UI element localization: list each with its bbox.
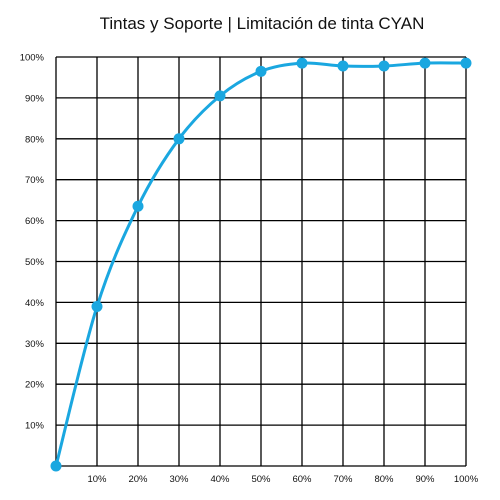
data-point bbox=[378, 60, 390, 72]
y-tick-label: 30% bbox=[25, 339, 45, 350]
x-tick-label: 80% bbox=[374, 474, 394, 485]
data-point bbox=[419, 57, 431, 69]
y-axis-ticks: 10% 20% 30% 40% 50% 60% 70% 80% 90% 100% bbox=[20, 53, 45, 432]
x-axis-ticks: 10% 20% 30% 40% 50% 60% 70% 80% 90% 100% bbox=[87, 474, 478, 485]
y-tick-label: 60% bbox=[25, 216, 45, 227]
y-tick-label: 90% bbox=[25, 93, 45, 104]
data-point bbox=[255, 65, 267, 77]
data-point bbox=[460, 57, 472, 69]
x-tick-label: 60% bbox=[292, 474, 312, 485]
data-point bbox=[50, 460, 62, 472]
x-tick-label: 30% bbox=[169, 474, 189, 485]
y-tick-label: 80% bbox=[25, 134, 45, 145]
x-tick-label: 50% bbox=[251, 474, 271, 485]
data-point bbox=[214, 90, 226, 102]
data-point bbox=[296, 57, 308, 69]
grid bbox=[55, 56, 467, 467]
y-tick-label: 70% bbox=[25, 175, 45, 186]
x-tick-label: 20% bbox=[128, 474, 148, 485]
y-tick-label: 100% bbox=[20, 53, 45, 64]
x-tick-label: 10% bbox=[87, 474, 107, 485]
x-tick-label: 40% bbox=[210, 474, 230, 485]
data-point bbox=[91, 300, 103, 312]
y-tick-label: 50% bbox=[25, 257, 45, 268]
y-tick-label: 20% bbox=[25, 380, 45, 391]
data-point bbox=[132, 200, 144, 212]
data-point bbox=[173, 133, 185, 145]
chart-title: Tintas y Soporte | Limitación de tinta C… bbox=[100, 14, 425, 33]
x-tick-label: 100% bbox=[454, 474, 479, 485]
series-layer bbox=[50, 57, 472, 472]
y-tick-label: 40% bbox=[25, 298, 45, 309]
x-tick-label: 70% bbox=[333, 474, 353, 485]
x-tick-label: 90% bbox=[415, 474, 435, 485]
y-tick-label: 10% bbox=[25, 421, 45, 432]
data-point bbox=[337, 60, 349, 72]
